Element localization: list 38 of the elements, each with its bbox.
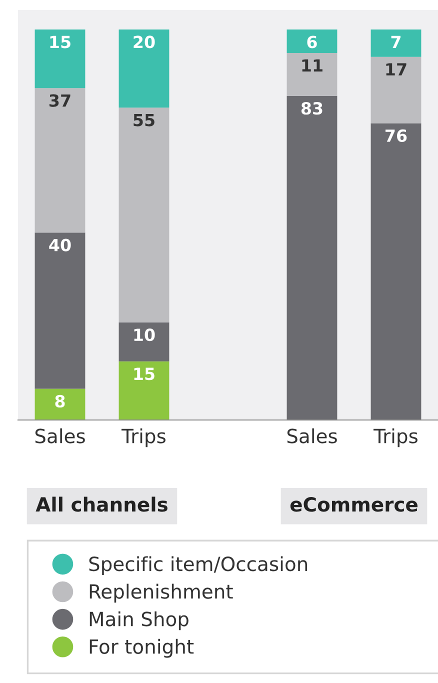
data-label: 83 [301, 102, 322, 115]
data-label: 7 [391, 36, 400, 48]
bar [34, 88, 86, 233]
bar [370, 123, 422, 420]
text: All channels [36, 496, 168, 512]
text: eCommerce [290, 497, 418, 512]
bar [370, 30, 422, 57]
legend-label: Main Shop [90, 611, 188, 630]
bar [286, 96, 338, 420]
data-label: 15 [50, 36, 70, 48]
bar [286, 52, 338, 96]
legend-label: Specific item/Occasion [89, 556, 308, 576]
x-tick-label: Trips [374, 428, 418, 448]
x-tick-label: Sales [287, 428, 337, 444]
data-label: 6 [307, 36, 317, 48]
x-tick-label: Trips [122, 428, 166, 448]
data-label: 8 [55, 394, 65, 408]
data-label: 10 [134, 328, 155, 342]
data-label: 55 [134, 114, 154, 126]
data-label: 37 [50, 94, 70, 107]
data-label: 76 [386, 129, 407, 142]
bar [286, 30, 338, 53]
x-tick-label: Sales [35, 428, 85, 444]
bar [118, 361, 170, 420]
bar [34, 232, 86, 389]
bar [34, 30, 86, 88]
data-label: 15 [134, 368, 154, 380]
data-label: 40 [49, 238, 71, 252]
bar [118, 108, 170, 322]
bar [118, 322, 170, 362]
bar [370, 56, 422, 124]
legend-label: Replenishment [90, 584, 233, 603]
legend-label: For tonight [90, 638, 194, 658]
data-label: 11 [302, 59, 322, 72]
bar [34, 388, 86, 420]
bar [118, 30, 170, 108]
data-label: 17 [386, 63, 406, 76]
data-label: 20 [134, 36, 155, 48]
